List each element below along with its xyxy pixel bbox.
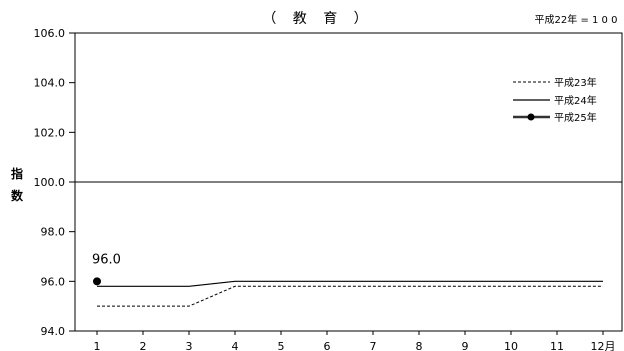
y-tick-label: 98.0: [41, 226, 66, 239]
y-tick-label: 104.0: [34, 77, 66, 90]
x-tick-label: 7: [370, 340, 377, 351]
legend-label-h23: 平成23年: [554, 76, 597, 89]
x-tick-label: 2: [140, 340, 147, 351]
x-tick-label: 9: [462, 340, 469, 351]
legend-label-h24: 平成24年: [554, 94, 597, 107]
x-axis-ticks: 1 2 3 4 5 6 7 8 9 10 11 12月: [94, 331, 616, 351]
chart-title: （ 教 育 ）: [262, 11, 373, 27]
x-tick-label: 1: [94, 340, 101, 351]
x-tick-label: 6: [324, 340, 331, 351]
y-tick-label: 100.0: [34, 176, 66, 189]
x-tick-label: 12月: [591, 340, 616, 351]
y-tick-label: 102.0: [34, 126, 66, 139]
y-tick-label: 106.0: [34, 27, 66, 40]
y-axis-ticks: 94.0 96.0 98.0 100.0 102.0 104.0 106.0: [34, 27, 75, 338]
x-tick-label: 4: [232, 340, 239, 351]
legend: 平成23年 平成24年 平成25年: [513, 76, 597, 124]
data-label: 96.0: [92, 252, 121, 267]
y-tick-label: 96.0: [41, 275, 66, 288]
series-line-2: [97, 280, 603, 287]
y-axis-label-1: 指: [11, 166, 23, 181]
x-tick-label: 8: [416, 340, 423, 351]
series-point: [93, 277, 101, 286]
base-year-note: 平成22年 = 1 0 0: [535, 13, 618, 26]
y-axis-label-2: 数: [11, 188, 24, 203]
y-tick-label: 94.0: [41, 325, 66, 338]
legend-label-h25: 平成25年: [554, 111, 597, 124]
series-layer: 96.0: [92, 252, 603, 307]
series-line-1: [97, 285, 603, 307]
x-tick-label: 3: [186, 340, 193, 351]
x-tick-label: 5: [278, 340, 285, 351]
x-tick-label: 10: [504, 340, 518, 351]
legend-marker-h25: [527, 113, 535, 121]
x-tick-label: 11: [550, 340, 564, 351]
